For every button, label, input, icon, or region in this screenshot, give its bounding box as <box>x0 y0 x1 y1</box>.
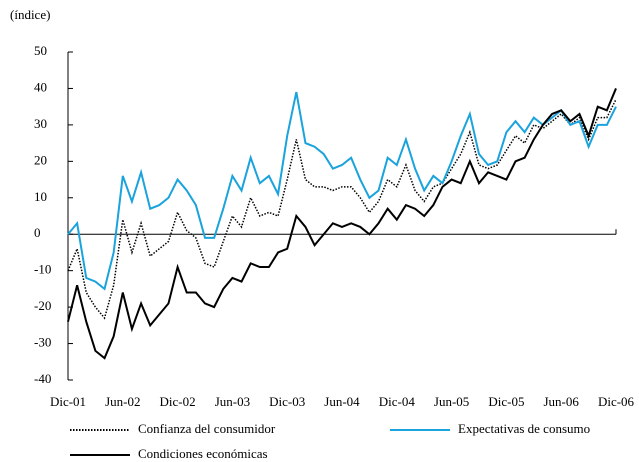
y-tick-label: 40 <box>34 79 47 94</box>
y-tick-label: 20 <box>34 152 47 167</box>
x-tick-label: Dic-01 <box>50 394 86 409</box>
y-tick-label: 0 <box>34 225 41 240</box>
x-tick-label: Jun-04 <box>324 394 360 409</box>
y-tick-label: 10 <box>34 189 47 204</box>
series-line <box>67 88 617 360</box>
y-tick-label: -30 <box>34 335 51 350</box>
x-tick-label: Jun-02 <box>105 394 140 409</box>
x-tick-label: Dic-06 <box>598 394 635 409</box>
x-tick-label: Jun-03 <box>215 394 250 409</box>
legend-label: Expectativas de consumo <box>458 421 590 436</box>
series-line <box>67 99 617 320</box>
x-tick-label: Dic-04 <box>379 394 416 409</box>
y-tick-label: -10 <box>34 262 51 277</box>
x-tick-label: Dic-02 <box>160 394 196 409</box>
x-tick-label: Jun-05 <box>434 394 469 409</box>
x-tick-label: Dic-05 <box>488 394 524 409</box>
y-tick-label: 30 <box>34 116 47 131</box>
x-tick-label: Jun-06 <box>544 394 580 409</box>
legend-label: Condiciones económicas <box>138 446 268 461</box>
y-axis-label: (índice) <box>10 7 50 22</box>
y-tick-label: 50 <box>34 43 47 58</box>
series-line <box>67 91 617 291</box>
y-tick-label: -20 <box>34 298 51 313</box>
x-tick-label: Dic-03 <box>269 394 305 409</box>
y-tick-label: -40 <box>34 371 51 386</box>
legend-label: Confianza del consumidor <box>138 421 276 436</box>
